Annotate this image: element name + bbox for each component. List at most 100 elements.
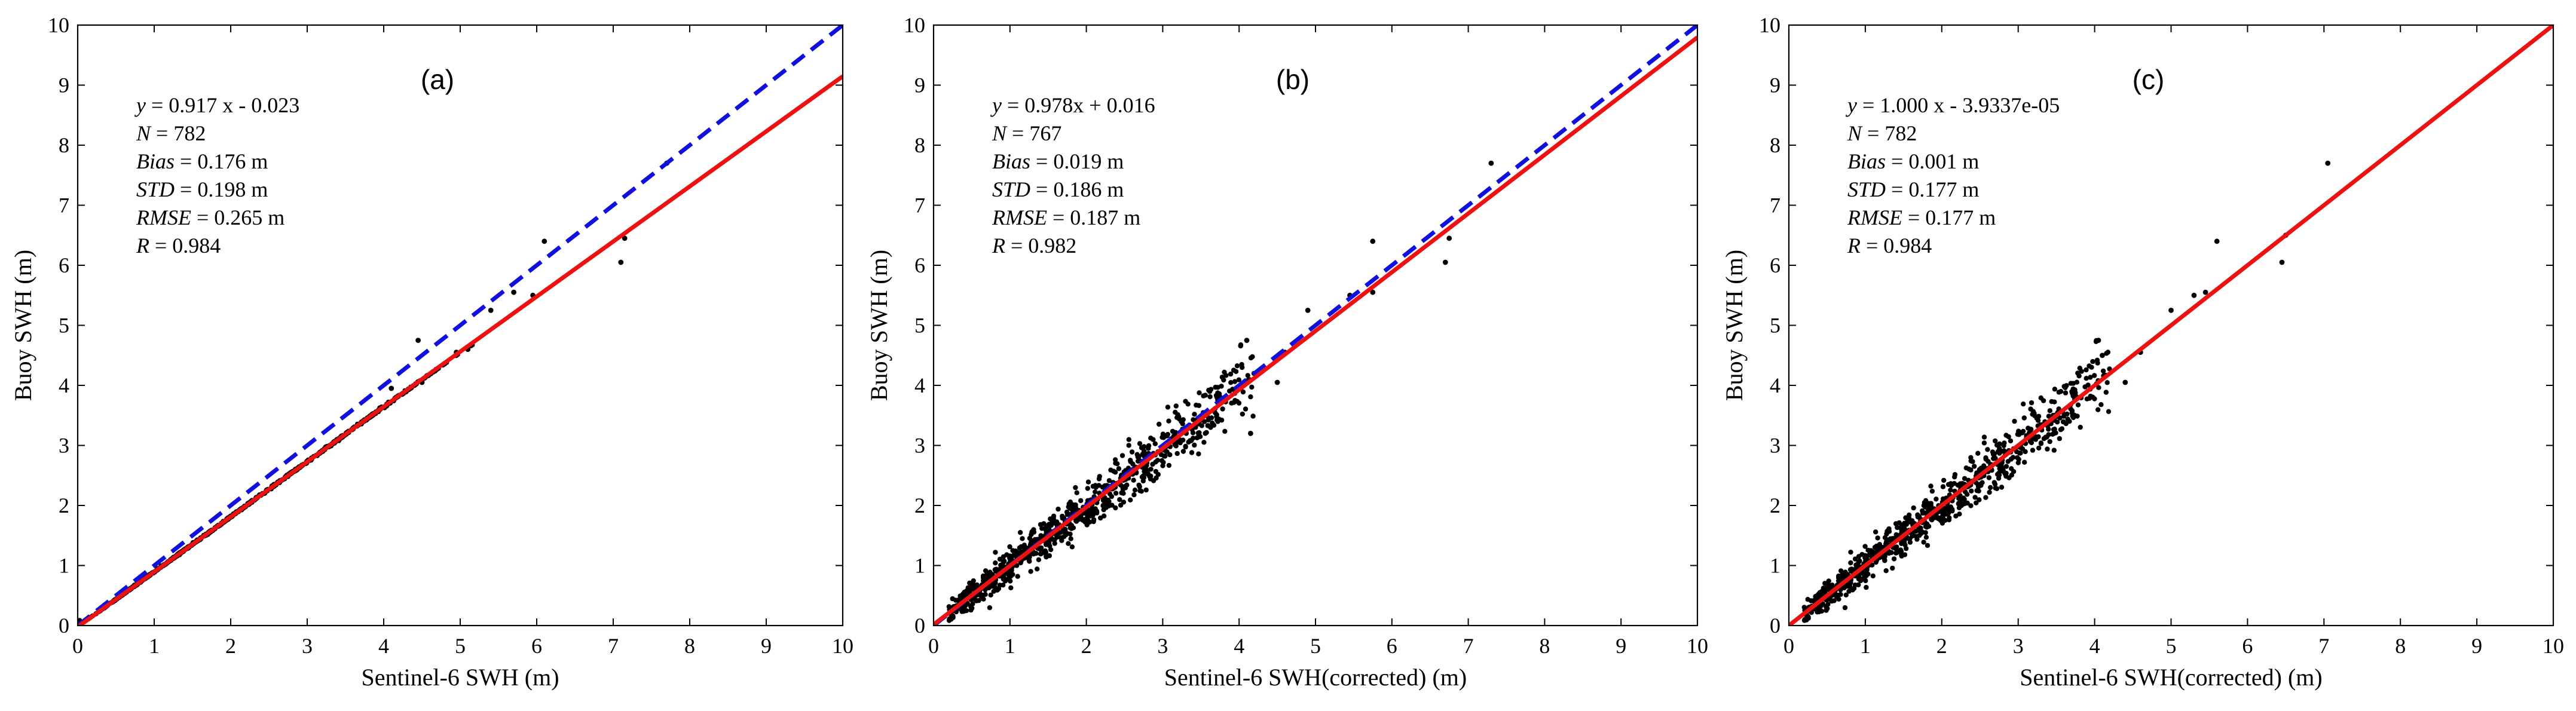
data-point: [1033, 551, 1039, 556]
data-point: [1852, 583, 1858, 588]
data-point: [1972, 495, 1978, 500]
data-point: [2003, 433, 2009, 438]
data-point: [1948, 488, 1953, 493]
data-point: [1999, 485, 2005, 490]
data-point: [1940, 484, 1946, 489]
data-point: [1248, 431, 1253, 436]
data-point: [1116, 466, 1122, 471]
data-point: [2047, 439, 2052, 445]
data-point: [1097, 474, 1103, 479]
y-tick-label: 6: [59, 253, 69, 277]
data-point: [1073, 518, 1079, 523]
stats-annotation: y = 1.000 x - 3.9337e-05 N = 782 Bias = 0.…: [1846, 93, 2060, 258]
x-tick-label: 8: [684, 634, 695, 658]
data-point: [1996, 471, 2002, 477]
stat-value: = 0.982: [1005, 234, 1076, 258]
x-tick-label: 0: [1783, 634, 1794, 658]
data-point: [2168, 308, 2174, 313]
data-point: [1891, 556, 1897, 562]
data-point: [2096, 385, 2101, 390]
data-point: [1013, 548, 1018, 554]
data-point: [1902, 542, 1908, 548]
data-point: [1087, 519, 1093, 525]
data-point: [1152, 441, 1158, 446]
y-tick-label: 10: [48, 13, 69, 37]
data-point: [1862, 544, 1868, 549]
data-point: [2098, 402, 2104, 407]
data-point: [1239, 361, 1244, 367]
data-point: [1962, 476, 1968, 482]
data-point: [1113, 491, 1119, 496]
data-point: [1091, 517, 1097, 522]
data-point: [1146, 443, 1152, 449]
data-point: [2202, 289, 2208, 295]
data-point: [1135, 458, 1141, 464]
data-point: [1164, 433, 1170, 439]
data-point: [1015, 574, 1020, 579]
data-point: [1139, 445, 1145, 450]
data-point: [1222, 369, 1227, 375]
data-point: [1185, 402, 1191, 407]
data-point: [2070, 393, 2076, 399]
x-tick-label: 9: [1616, 634, 1626, 658]
data-point: [1101, 507, 1106, 513]
data-point: [1983, 455, 1988, 461]
data-point: [415, 338, 421, 343]
data-point: [1002, 559, 1007, 564]
x-tick-label: 4: [378, 634, 389, 658]
data-point: [1143, 468, 1149, 473]
x-tick-label: 10: [832, 634, 853, 658]
reference-line-1to1: [78, 25, 843, 626]
data-point: [1113, 505, 1118, 511]
data-point: [2047, 408, 2052, 413]
stat-value: = 0.176 m: [175, 149, 268, 173]
data-point: [1920, 510, 1926, 516]
data-point: [2038, 441, 2044, 446]
data-point: [2092, 396, 2097, 402]
data-point: [1884, 537, 1890, 543]
data-point: [1119, 453, 1125, 458]
data-point: [1819, 608, 1825, 614]
x-tick-label: 0: [72, 634, 83, 658]
scatter-panel-2: 0 1 2 3 4 5 6 7 8 9 10 0 1 2 3 4 5 6 7 8 9 10 Sentinel-6 SWH(c…: [865, 13, 1708, 691]
data-point: [1201, 393, 1206, 399]
data-point: [1861, 575, 1867, 581]
data-point: [1978, 481, 1984, 487]
y-tick-label: 9: [59, 73, 69, 97]
data-point: [2001, 448, 2007, 453]
x-tick-label: 6: [1387, 634, 1397, 658]
data-point: [974, 598, 979, 603]
y-tick-label: 10: [1759, 13, 1780, 37]
data-point: [970, 601, 975, 606]
data-point: [1093, 489, 1098, 495]
data-point: [2041, 436, 2047, 442]
data-point: [1987, 489, 1992, 495]
data-point: [1220, 406, 1225, 412]
data-point: [622, 235, 628, 241]
stat-symbol: R: [136, 234, 149, 258]
data-point: [1128, 458, 1133, 463]
data-point: [1836, 596, 1841, 602]
data-point: [1122, 483, 1128, 489]
data-point: [1147, 474, 1152, 479]
data-point: [1199, 423, 1205, 428]
x-tick-label: 6: [2242, 634, 2253, 658]
data-point: [1128, 497, 1133, 502]
data-point: [1974, 500, 1979, 505]
data-point: [1955, 482, 1961, 488]
data-point: [1035, 566, 1040, 572]
y-tick-label: 5: [1770, 314, 1780, 338]
data-point: [1856, 573, 1862, 578]
stat-symbol: y: [134, 93, 146, 117]
data-point: [1250, 354, 1255, 360]
y-tick-label: 5: [914, 314, 925, 338]
y-tick-label: 2: [914, 494, 925, 517]
data-point: [2045, 446, 2050, 452]
data-point: [1219, 418, 1225, 423]
data-point: [993, 550, 998, 555]
data-point: [1864, 584, 1869, 590]
data-point: [2021, 402, 2026, 407]
data-point: [1157, 421, 1162, 427]
data-point: [1240, 389, 1246, 395]
stat-symbol: Bias: [992, 149, 1030, 173]
